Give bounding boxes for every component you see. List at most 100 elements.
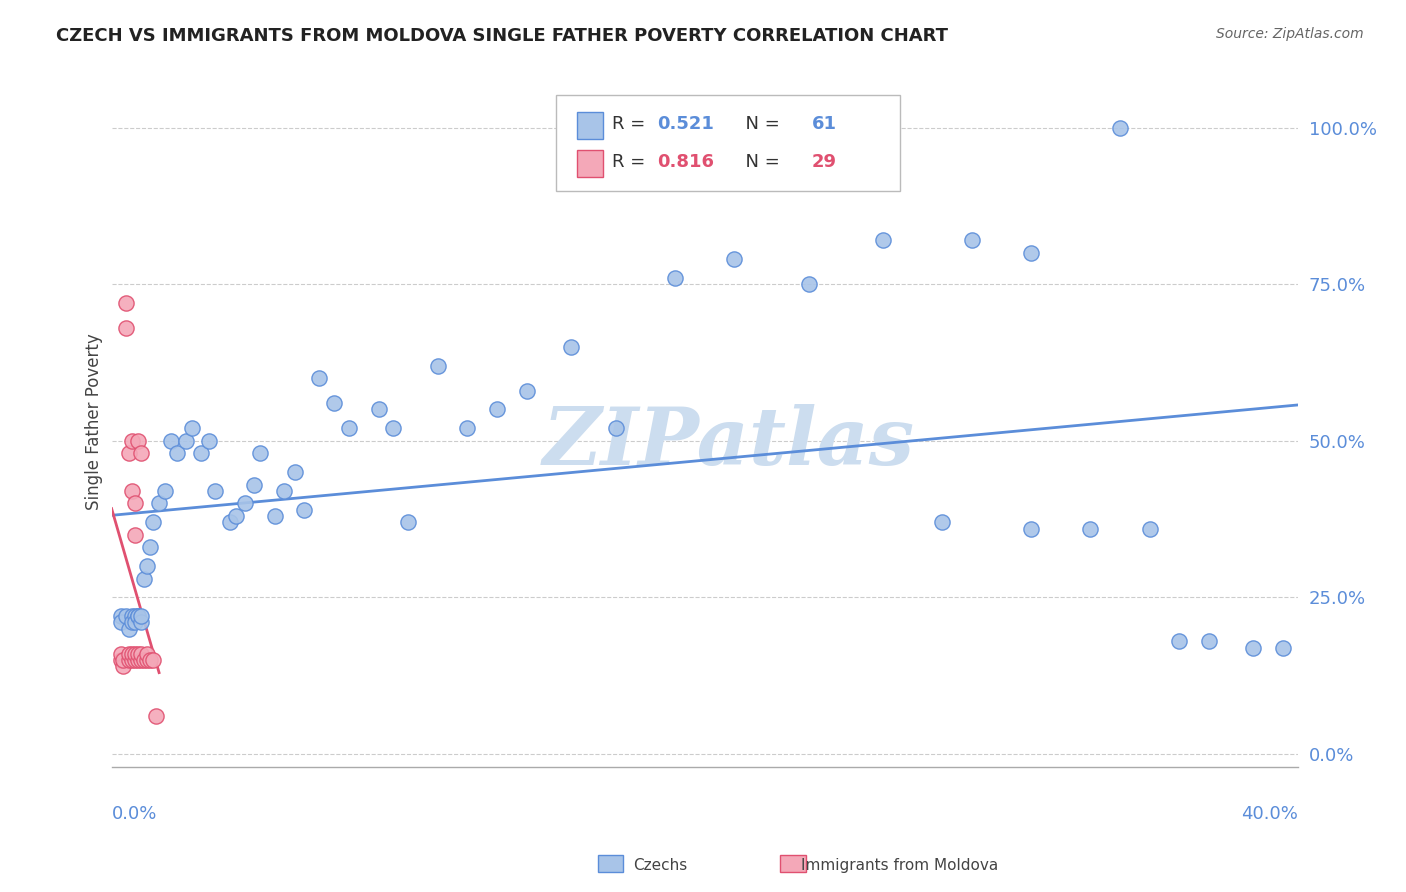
Text: CZECH VS IMMIGRANTS FROM MOLDOVA SINGLE FATHER POVERTY CORRELATION CHART: CZECH VS IMMIGRANTS FROM MOLDOVA SINGLE … xyxy=(56,27,948,45)
FancyBboxPatch shape xyxy=(598,855,623,872)
FancyBboxPatch shape xyxy=(576,112,603,139)
Point xyxy=(153,483,176,498)
Point xyxy=(110,647,132,661)
Point xyxy=(605,421,627,435)
Point xyxy=(174,434,197,448)
Point xyxy=(110,653,132,667)
Point xyxy=(115,609,138,624)
Point xyxy=(110,609,132,624)
Text: 0.0%: 0.0% xyxy=(111,805,157,823)
Point xyxy=(1078,522,1101,536)
Point xyxy=(382,421,405,435)
Text: 40.0%: 40.0% xyxy=(1241,805,1298,823)
Point xyxy=(1168,634,1191,648)
Point xyxy=(292,502,315,516)
Point xyxy=(872,233,894,247)
Point xyxy=(129,609,152,624)
Point xyxy=(308,371,330,385)
Point xyxy=(118,446,141,460)
Point xyxy=(139,653,162,667)
Point xyxy=(124,615,146,630)
Point xyxy=(1241,640,1264,655)
Point xyxy=(516,384,538,398)
Point xyxy=(110,615,132,630)
Point xyxy=(134,653,156,667)
Point xyxy=(166,446,188,460)
Text: N =: N = xyxy=(734,153,786,171)
Point xyxy=(180,421,202,435)
FancyBboxPatch shape xyxy=(576,150,603,178)
Point xyxy=(127,609,149,624)
Point xyxy=(134,572,156,586)
FancyBboxPatch shape xyxy=(557,95,900,191)
Point xyxy=(124,528,146,542)
Point xyxy=(121,609,143,624)
Point xyxy=(142,515,165,529)
Point xyxy=(129,615,152,630)
Point xyxy=(118,647,141,661)
Point xyxy=(129,653,152,667)
Point xyxy=(160,434,183,448)
Point xyxy=(124,609,146,624)
Point xyxy=(145,709,167,723)
Point xyxy=(243,477,266,491)
Point xyxy=(337,421,360,435)
Point xyxy=(1019,522,1042,536)
Point xyxy=(112,659,135,673)
Point xyxy=(1109,120,1132,135)
Point xyxy=(1019,245,1042,260)
Y-axis label: Single Father Poverty: Single Father Poverty xyxy=(86,334,103,510)
Point xyxy=(225,508,247,523)
Point xyxy=(121,647,143,661)
Point xyxy=(129,446,152,460)
Point xyxy=(367,402,389,417)
Point xyxy=(396,515,419,529)
Point xyxy=(486,402,509,417)
Point xyxy=(723,252,745,266)
Point xyxy=(233,496,256,510)
FancyBboxPatch shape xyxy=(780,855,806,872)
Point xyxy=(112,653,135,667)
Point xyxy=(249,446,271,460)
Text: 29: 29 xyxy=(811,153,837,171)
Point xyxy=(456,421,478,435)
Point xyxy=(797,277,820,292)
Point xyxy=(323,396,346,410)
Point xyxy=(115,296,138,310)
Text: Source: ZipAtlas.com: Source: ZipAtlas.com xyxy=(1216,27,1364,41)
Point xyxy=(273,483,295,498)
Point xyxy=(121,434,143,448)
Point xyxy=(204,483,226,498)
Point xyxy=(931,515,953,529)
Text: R =: R = xyxy=(612,153,651,171)
Point xyxy=(121,615,143,630)
Point xyxy=(190,446,212,460)
Point xyxy=(127,609,149,624)
Text: 61: 61 xyxy=(811,115,837,133)
Text: Czechs: Czechs xyxy=(633,858,688,872)
Point xyxy=(148,496,170,510)
Point xyxy=(127,653,149,667)
Point xyxy=(263,508,285,523)
Point xyxy=(1198,634,1220,648)
Point xyxy=(124,496,146,510)
Text: N =: N = xyxy=(734,115,786,133)
Point xyxy=(560,340,582,354)
Point xyxy=(198,434,221,448)
Text: Immigrants from Moldova: Immigrants from Moldova xyxy=(801,858,998,872)
Point xyxy=(1139,522,1161,536)
Point xyxy=(136,559,159,574)
Point xyxy=(115,321,138,335)
Point xyxy=(960,233,983,247)
Point xyxy=(426,359,449,373)
Point xyxy=(127,647,149,661)
Point xyxy=(127,434,149,448)
Point xyxy=(129,647,152,661)
Point xyxy=(1272,640,1295,655)
Point xyxy=(121,483,143,498)
Point xyxy=(136,647,159,661)
Point xyxy=(118,653,141,667)
Point xyxy=(118,622,141,636)
Point xyxy=(136,653,159,667)
Text: 0.521: 0.521 xyxy=(657,115,714,133)
